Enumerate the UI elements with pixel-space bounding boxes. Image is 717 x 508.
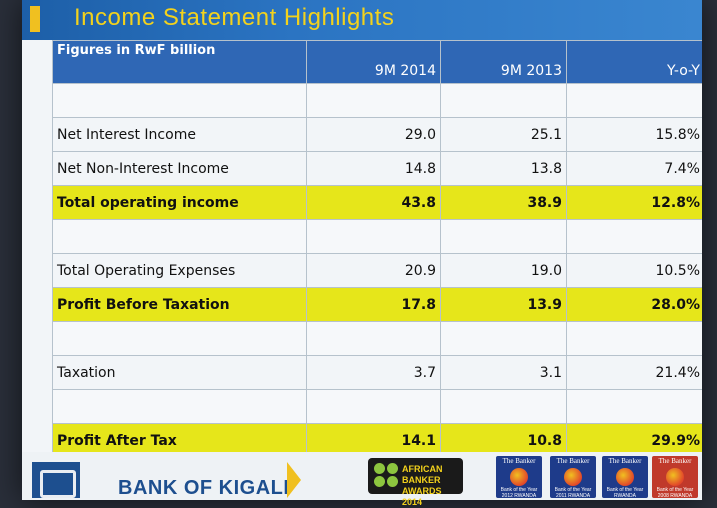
cell-value: 43.8	[307, 186, 441, 220]
row-label: Profit Before Taxation	[53, 288, 307, 322]
column-header: 9M 2014	[307, 41, 441, 84]
cell-value: 20.9	[307, 254, 441, 288]
globe-icon	[510, 468, 528, 486]
cell-value: 3.7	[307, 356, 441, 390]
award-icon	[374, 463, 400, 489]
cell-value	[567, 84, 703, 118]
globe-icon	[666, 468, 684, 486]
badge-caption: Bank of the Year RWANDA	[602, 487, 648, 499]
cell-value: 19.0	[441, 254, 567, 288]
row-label: Total operating income	[53, 186, 307, 220]
row-label	[53, 390, 307, 424]
award-line-2: AWARDS 2014	[402, 486, 462, 508]
banker-award-badge: The Banker Bank of the Year 2011 RWANDA	[550, 456, 596, 498]
table-row: Taxation 3.7 3.1 21.4%	[53, 356, 703, 390]
table-row: Net Non-Interest Income 14.8 13.8 7.4%	[53, 152, 703, 186]
banker-award-badge: The Banker Bank of the Year RWANDA	[602, 456, 648, 498]
table-row	[53, 322, 703, 356]
badge-title: The Banker	[652, 457, 698, 465]
cell-value: 7.4%	[567, 152, 703, 186]
unit-label: Figures in RwF billion	[53, 41, 307, 84]
cell-value	[441, 390, 567, 424]
row-label	[53, 220, 307, 254]
badge-caption: Bank of the Year 2008 RWANDA	[652, 487, 698, 499]
row-label	[53, 322, 307, 356]
cell-value	[441, 84, 567, 118]
cell-value	[567, 220, 703, 254]
table-row: Total Operating Expenses 20.9 19.0 10.5%	[53, 254, 703, 288]
row-label: Taxation	[53, 356, 307, 390]
table-row: Net Interest Income 29.0 25.1 15.8%	[53, 118, 703, 152]
row-label: Total Operating Expenses	[53, 254, 307, 288]
cell-value: 17.8	[307, 288, 441, 322]
slide-title: Income Statement Highlights	[74, 4, 394, 32]
column-header: Y-o-Y	[567, 41, 703, 84]
table-row	[53, 220, 703, 254]
cell-value: 38.9	[441, 186, 567, 220]
table-header-row: Figures in RwF billion 9M 2014 9M 2013 Y…	[53, 41, 703, 84]
cell-value: 28.0%	[567, 288, 703, 322]
badge-title: The Banker	[496, 457, 542, 465]
cell-value: 21.4%	[567, 356, 703, 390]
table-row	[53, 84, 703, 118]
cell-value: 13.9	[441, 288, 567, 322]
cell-value: 13.8	[441, 152, 567, 186]
row-label	[53, 84, 307, 118]
income-statement-table: Figures in RwF billion 9M 2014 9M 2013 Y…	[52, 40, 702, 458]
african-banker-award-logo: AFRICAN BANKER AWARDS 2014	[368, 458, 463, 494]
cell-value: 25.1	[441, 118, 567, 152]
chevron-right-icon	[287, 462, 301, 498]
cell-value	[567, 390, 703, 424]
badge-caption: Bank of the Year 2011 RWANDA	[550, 487, 596, 499]
badge-caption: Bank of the Year 2012 RWANDA	[496, 487, 542, 499]
slide-title-bar: Income Statement Highlights	[22, 0, 702, 40]
award-line-1: AFRICAN BANKER	[402, 464, 462, 486]
badge-title: The Banker	[602, 457, 648, 465]
presentation-slide: Income Statement Highlights Figures in R…	[22, 0, 702, 500]
cell-value	[307, 390, 441, 424]
bank-logo-icon	[32, 462, 80, 498]
table-row	[53, 390, 703, 424]
globe-icon	[564, 468, 582, 486]
badge-title: The Banker	[550, 457, 596, 465]
table-row: Total operating income 43.8 38.9 12.8%	[53, 186, 703, 220]
award-text: AFRICAN BANKER AWARDS 2014	[402, 464, 462, 508]
row-label: Net Interest Income	[53, 118, 307, 152]
title-accent-bar	[30, 6, 40, 32]
cell-value	[307, 84, 441, 118]
globe-icon	[616, 468, 634, 486]
cell-value	[441, 322, 567, 356]
row-label: Net Non-Interest Income	[53, 152, 307, 186]
cell-value: 3.1	[441, 356, 567, 390]
banker-award-badge: The Banker Bank of the Year 2008 RWANDA	[652, 456, 698, 498]
cell-value: 29.0	[307, 118, 441, 152]
cell-value	[307, 322, 441, 356]
cell-value: 12.8%	[567, 186, 703, 220]
table-row: Profit Before Taxation 17.8 13.9 28.0%	[53, 288, 703, 322]
cell-value	[567, 322, 703, 356]
cell-value: 15.8%	[567, 118, 703, 152]
cell-value	[307, 220, 441, 254]
cell-value: 10.5%	[567, 254, 703, 288]
banker-award-badge: The Banker Bank of the Year 2012 RWANDA	[496, 456, 542, 498]
cell-value	[441, 220, 567, 254]
cell-value: 14.8	[307, 152, 441, 186]
bank-name: BANK OF KIGALI	[118, 477, 289, 500]
column-header: 9M 2013	[441, 41, 567, 84]
